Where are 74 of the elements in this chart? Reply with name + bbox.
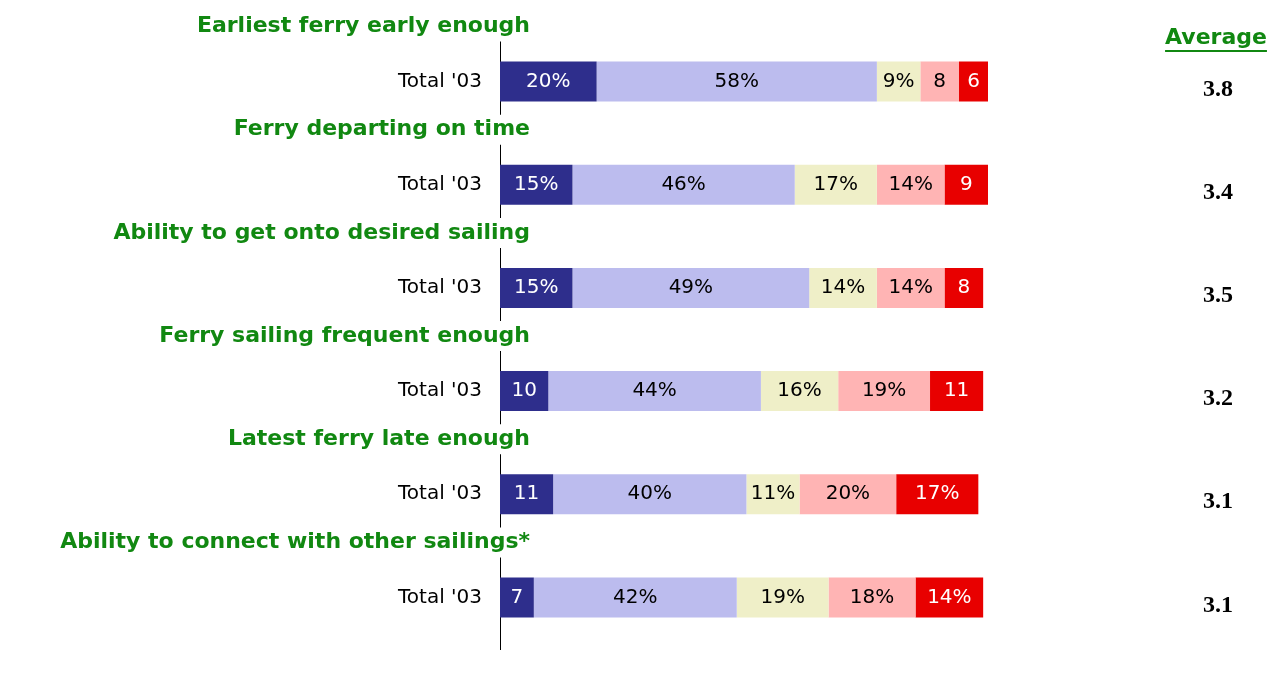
annotation: Ability to get onto desired sailing: [113, 218, 530, 244]
bar: [809, 267, 877, 308]
data-label: 46%: [661, 170, 706, 195]
bar: [548, 371, 761, 412]
data-label: 49%: [668, 274, 714, 299]
bar: [944, 164, 988, 205]
data-label: 58%: [714, 67, 759, 92]
data-label: 11: [943, 377, 970, 402]
text: 3.2: [1203, 384, 1233, 411]
data-label: 8: [957, 274, 971, 299]
bar: [572, 267, 810, 308]
bar: [920, 61, 960, 102]
data-label: 14%: [820, 274, 866, 299]
bar: [828, 577, 916, 618]
bar: [596, 61, 877, 102]
text: 3.1: [1203, 487, 1233, 514]
bar: [500, 474, 554, 515]
data-label: 17%: [813, 170, 859, 195]
data-label: 14%: [888, 170, 933, 195]
data-label: 15%: [514, 170, 559, 195]
bar: [838, 371, 931, 412]
data-label: 15%: [514, 274, 559, 299]
y-tick-label: Total '03: [396, 377, 482, 402]
bar: [533, 577, 737, 618]
text: Average: [1165, 23, 1267, 49]
bar: [799, 474, 897, 515]
data-label: 7: [510, 583, 524, 608]
y-tick-label: Total '03: [396, 170, 482, 195]
text: 3.4: [1203, 177, 1233, 204]
data-label: 10: [511, 377, 537, 402]
text: 3.8: [1203, 74, 1233, 101]
annotation: Ferry departing on time: [233, 115, 530, 141]
bar: [794, 164, 877, 205]
data-label: 14%: [927, 583, 972, 608]
y-tick-label: Total '03: [396, 274, 482, 299]
text: 3.5: [1203, 281, 1233, 308]
data-label: 20%: [825, 480, 871, 505]
bar: [876, 164, 945, 205]
bar: [500, 371, 549, 412]
annotation: Latest ferry late enough: [227, 424, 530, 450]
data-label: 18%: [849, 583, 895, 608]
bar: [736, 577, 829, 618]
data-label: 19%: [861, 377, 907, 402]
y-tick-label: Total '03: [396, 583, 482, 608]
bar: [500, 577, 534, 618]
data-label: 11: [513, 480, 540, 505]
data-label: 6: [967, 67, 980, 92]
bar: [500, 61, 597, 102]
data-label: 19%: [760, 583, 805, 608]
bar: [553, 474, 747, 515]
annotation: Ferry sailing frequent enough: [159, 321, 530, 347]
data-label: 16%: [777, 377, 822, 402]
annotation: Earliest ferry early enough: [196, 12, 530, 38]
y-tick-label: Total '03: [396, 67, 482, 92]
bar: [876, 267, 945, 308]
data-label: 42%: [613, 583, 658, 608]
y-tick-label: Total '03: [396, 480, 482, 505]
annotation: Ability to connect with other sailings*: [60, 528, 531, 554]
data-label: 8: [933, 67, 947, 92]
bar: [760, 371, 839, 412]
bar: [944, 267, 984, 308]
data-label: 9%: [882, 67, 915, 92]
data-label: 17%: [915, 480, 960, 505]
data-label: 40%: [627, 480, 673, 505]
data-label: 14%: [888, 274, 933, 299]
text: 3.1: [1203, 590, 1233, 617]
bar: [930, 371, 984, 412]
data-label: 44%: [632, 377, 677, 402]
bar: [959, 61, 988, 102]
data-label: 9: [959, 170, 973, 195]
bar: [572, 164, 795, 205]
data-label: 20%: [526, 67, 571, 92]
data-label: 11%: [750, 480, 796, 505]
bar: [896, 474, 979, 515]
